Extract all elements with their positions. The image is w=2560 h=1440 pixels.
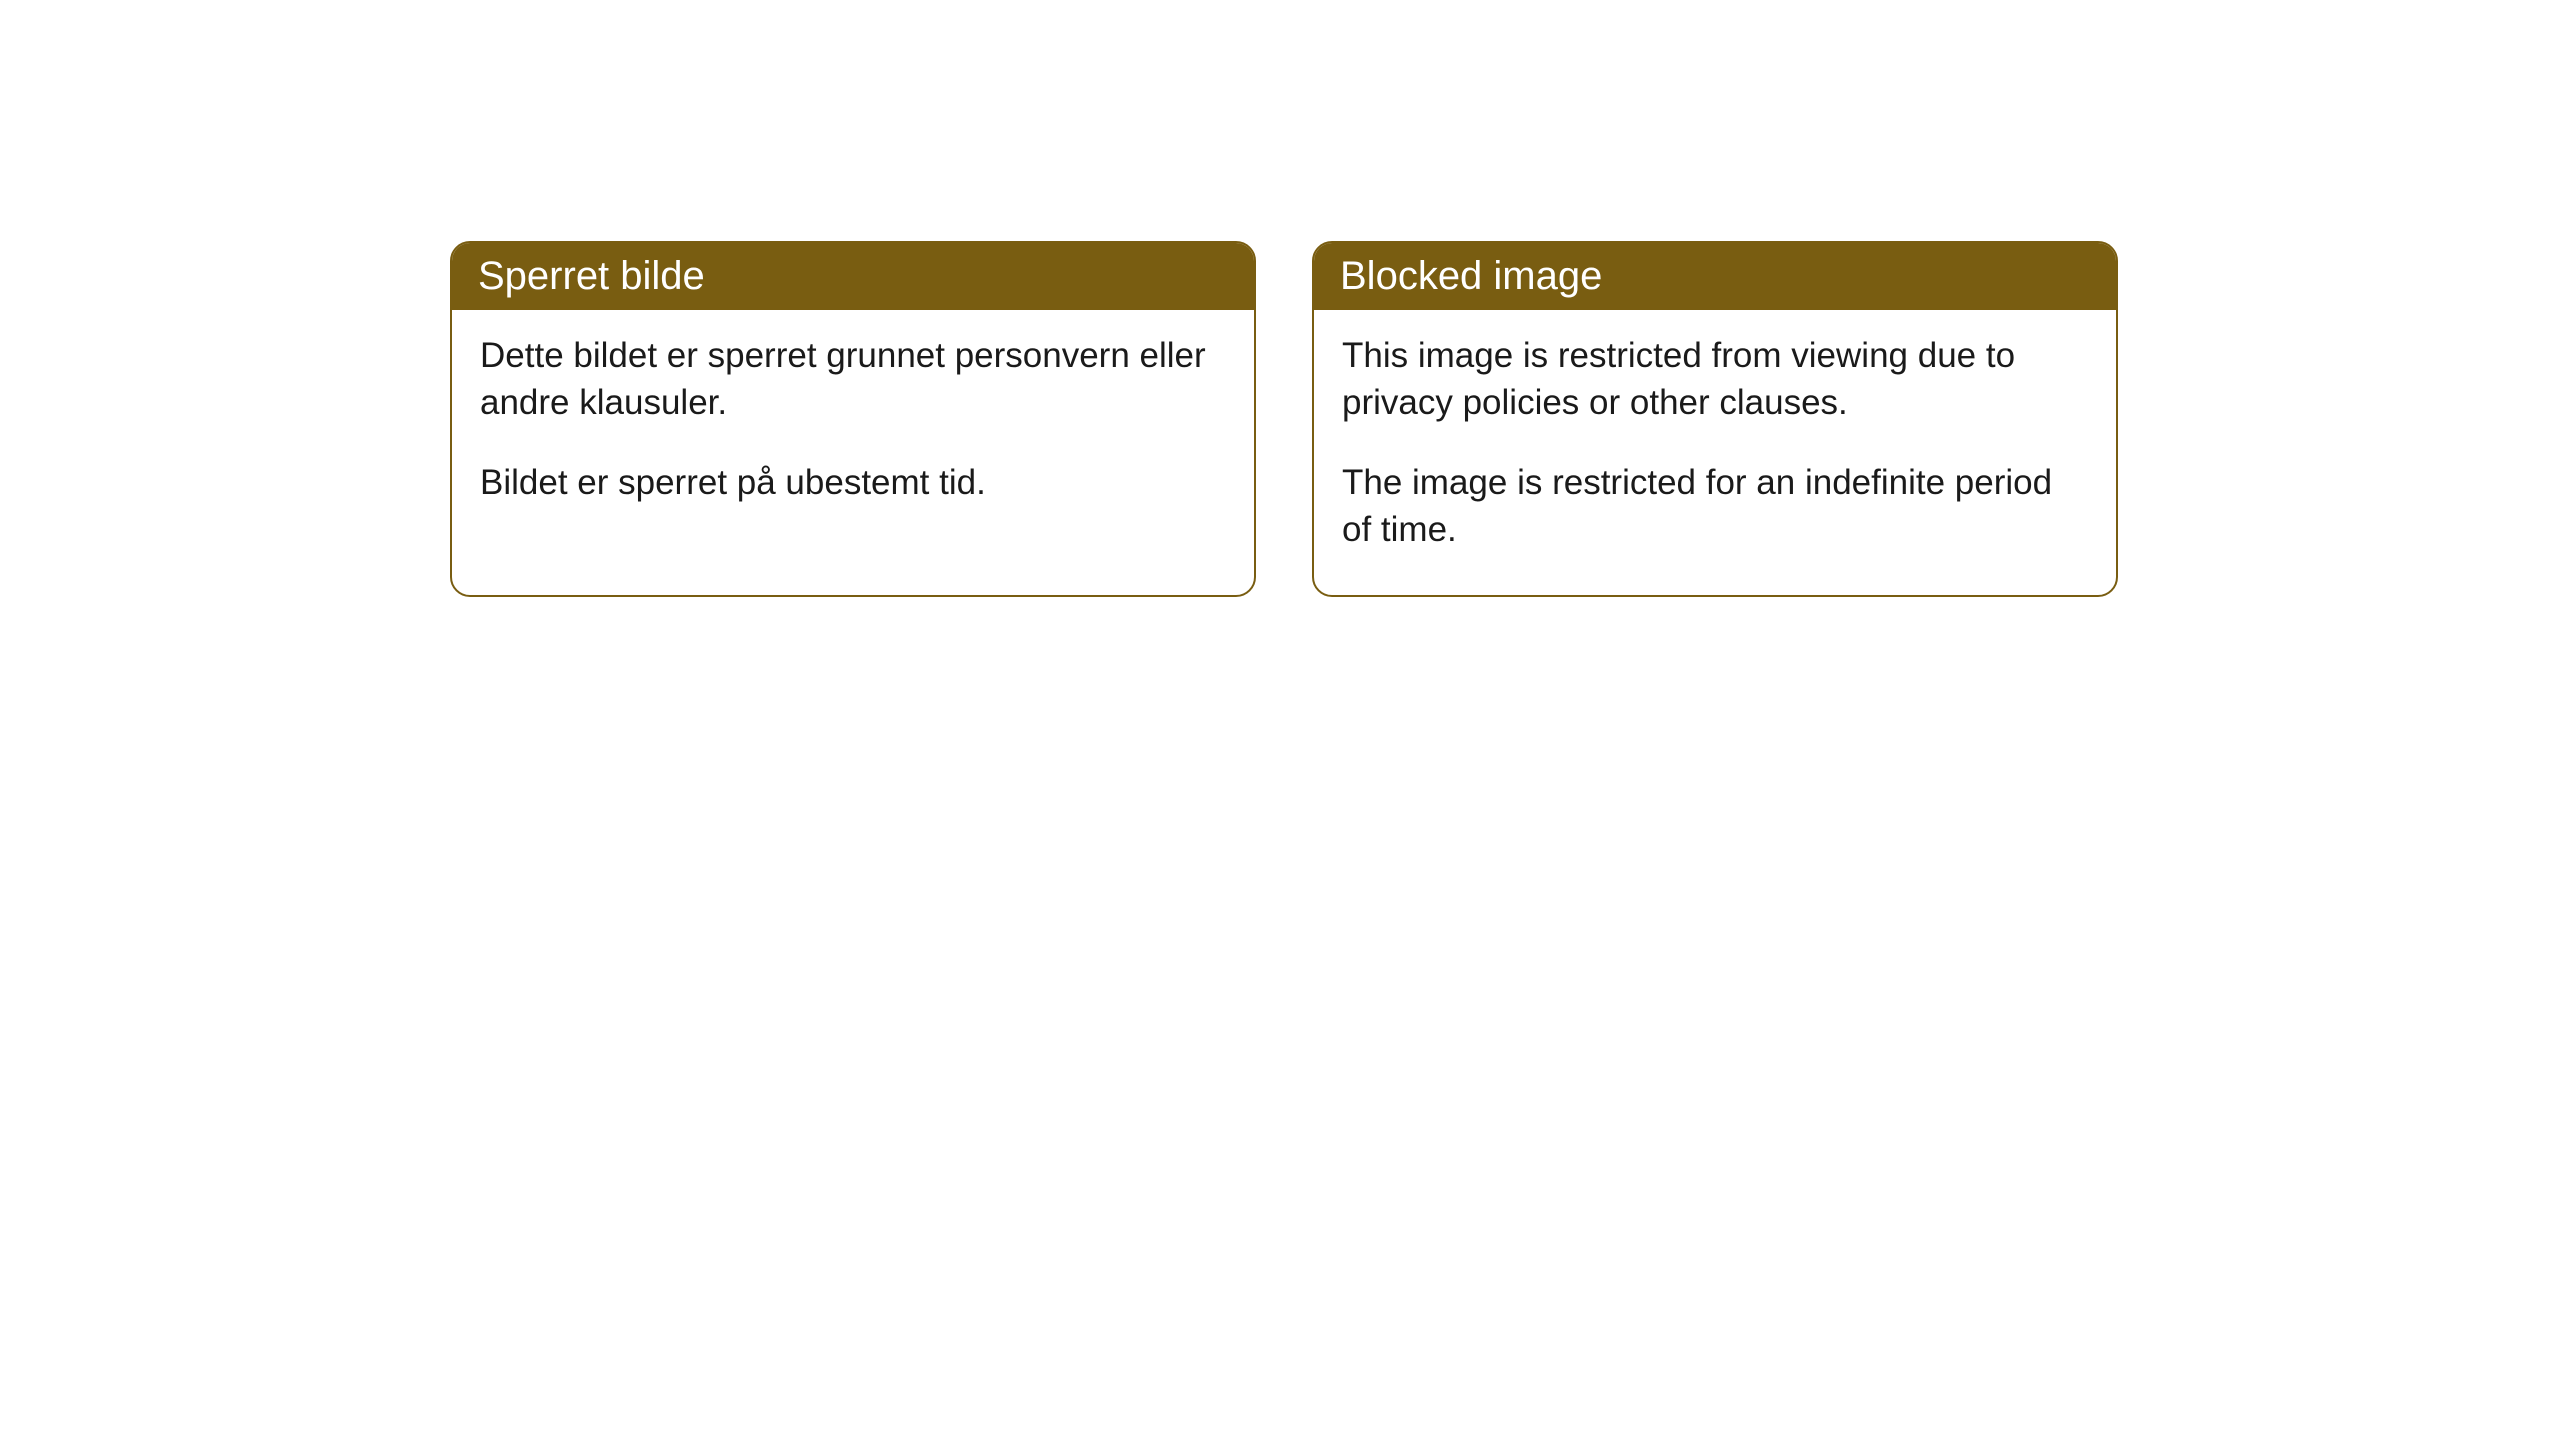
blocked-image-card-norwegian: Sperret bilde Dette bildet er sperret gr… [450, 241, 1256, 597]
card-body-english: This image is restricted from viewing du… [1314, 310, 2116, 595]
card-paragraph-2: The image is restricted for an indefinit… [1342, 459, 2088, 554]
card-header-norwegian: Sperret bilde [452, 243, 1254, 310]
card-title: Sperret bilde [478, 254, 705, 298]
card-paragraph-1: This image is restricted from viewing du… [1342, 332, 2088, 427]
blocked-image-card-english: Blocked image This image is restricted f… [1312, 241, 2118, 597]
card-paragraph-1: Dette bildet er sperret grunnet personve… [480, 332, 1226, 427]
notice-cards-container: Sperret bilde Dette bildet er sperret gr… [0, 0, 2560, 597]
card-paragraph-2: Bildet er sperret på ubestemt tid. [480, 459, 1226, 506]
card-header-english: Blocked image [1314, 243, 2116, 310]
card-body-norwegian: Dette bildet er sperret grunnet personve… [452, 310, 1254, 548]
card-title: Blocked image [1340, 254, 1602, 298]
